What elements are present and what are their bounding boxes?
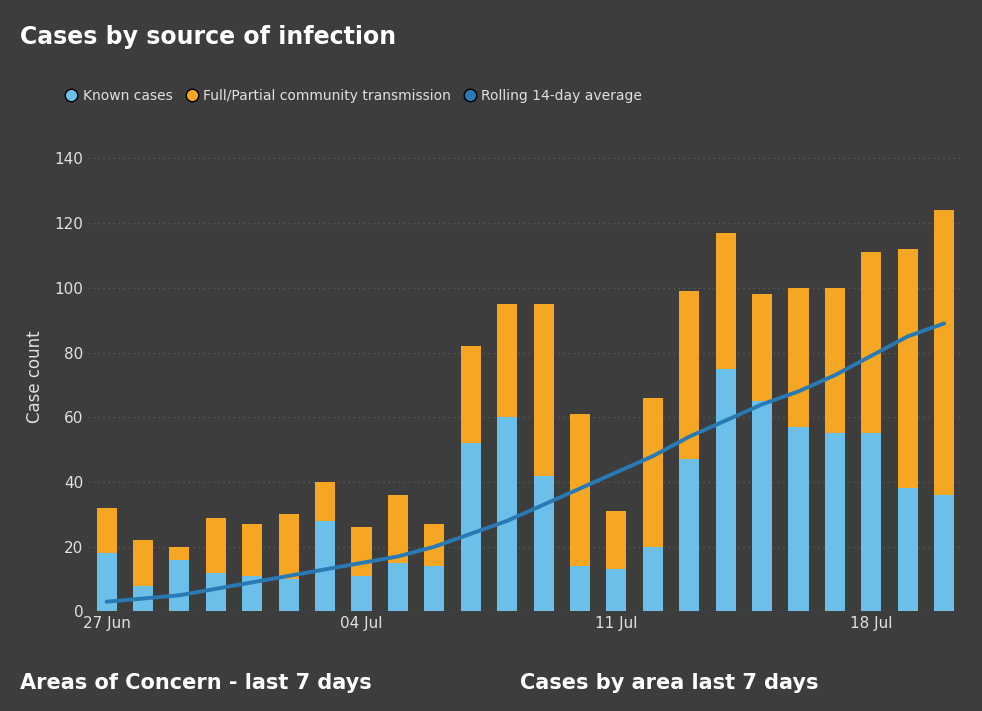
Bar — [716, 369, 736, 611]
Bar — [388, 563, 408, 611]
Bar — [497, 417, 518, 611]
Bar — [680, 459, 699, 611]
Text: Areas of Concern - last 7 days: Areas of Concern - last 7 days — [20, 673, 371, 693]
Bar — [388, 495, 408, 563]
Bar — [861, 252, 881, 434]
Bar — [279, 579, 299, 611]
Bar — [825, 288, 845, 434]
Bar — [934, 210, 955, 495]
Y-axis label: Case count: Case count — [26, 331, 43, 423]
Bar — [206, 518, 226, 572]
Bar — [497, 304, 518, 417]
Legend: Known cases, Full/Partial community transmission, Rolling 14-day average: Known cases, Full/Partial community tran… — [60, 83, 648, 109]
Text: Cases by source of infection: Cases by source of infection — [20, 25, 396, 49]
Bar — [825, 434, 845, 611]
Bar — [752, 294, 772, 401]
Bar — [279, 514, 299, 579]
Bar — [752, 401, 772, 611]
Bar — [243, 576, 262, 611]
Bar — [533, 476, 554, 611]
Bar — [96, 553, 117, 611]
Bar — [315, 521, 335, 611]
Bar — [570, 414, 590, 566]
Bar — [607, 570, 627, 611]
Bar — [680, 291, 699, 459]
Bar — [424, 524, 444, 566]
Bar — [315, 482, 335, 521]
Bar — [461, 346, 481, 443]
Bar — [133, 540, 153, 586]
Bar — [461, 443, 481, 611]
Bar — [716, 232, 736, 369]
Bar — [643, 547, 663, 611]
Bar — [898, 249, 918, 488]
Bar — [352, 528, 371, 576]
Bar — [352, 576, 371, 611]
Bar — [789, 427, 808, 611]
Text: Cases by area last 7 days: Cases by area last 7 days — [520, 673, 819, 693]
Bar — [898, 488, 918, 611]
Bar — [96, 508, 117, 553]
Bar — [607, 511, 627, 570]
Bar — [643, 398, 663, 547]
Bar — [533, 304, 554, 476]
Bar — [861, 434, 881, 611]
Bar — [243, 524, 262, 576]
Bar — [789, 288, 808, 427]
Bar — [424, 566, 444, 611]
Bar — [170, 560, 190, 611]
Bar — [570, 566, 590, 611]
Bar — [133, 586, 153, 611]
Bar — [206, 572, 226, 611]
Bar — [170, 547, 190, 560]
Bar — [934, 495, 955, 611]
